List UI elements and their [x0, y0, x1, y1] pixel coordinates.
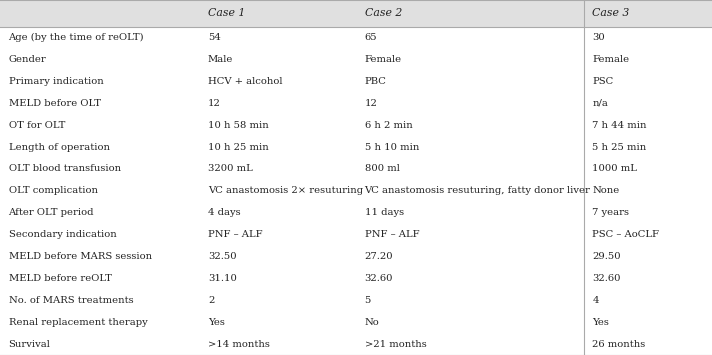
Text: 12: 12	[208, 99, 221, 108]
Bar	[0, 0, 712, 27]
Text: Yes: Yes	[592, 318, 609, 327]
Text: OLT complication: OLT complication	[9, 186, 98, 195]
Text: 29.50: 29.50	[592, 252, 621, 261]
Text: Length of operation: Length of operation	[9, 142, 110, 152]
Text: Age (by the time of reOLT): Age (by the time of reOLT)	[9, 33, 144, 42]
Text: After OLT period: After OLT period	[9, 208, 94, 217]
Text: Case 3: Case 3	[592, 8, 629, 18]
Text: 5 h 10 min: 5 h 10 min	[365, 142, 419, 152]
Text: 4 days: 4 days	[208, 208, 241, 217]
Text: PNF – ALF: PNF – ALF	[208, 230, 263, 239]
Text: 32.60: 32.60	[592, 274, 621, 283]
Text: 6 h 2 min: 6 h 2 min	[365, 121, 412, 130]
Text: OT for OLT: OT for OLT	[9, 121, 65, 130]
Text: Survival: Survival	[9, 339, 51, 349]
Text: 2: 2	[208, 296, 214, 305]
Text: VC anastomosis resuturing, fatty donor liver: VC anastomosis resuturing, fatty donor l…	[365, 186, 590, 195]
Text: n/a: n/a	[592, 99, 608, 108]
Text: 31.10: 31.10	[208, 274, 237, 283]
Text: 32.50: 32.50	[208, 252, 236, 261]
Text: 3200 mL: 3200 mL	[208, 164, 253, 174]
Text: PBC: PBC	[365, 77, 387, 86]
Text: 5 h 25 min: 5 h 25 min	[592, 142, 646, 152]
Text: MELD before OLT: MELD before OLT	[9, 99, 100, 108]
Text: No: No	[365, 318, 379, 327]
Text: PNF – ALF: PNF – ALF	[365, 230, 419, 239]
Text: Yes: Yes	[208, 318, 225, 327]
Text: 27.20: 27.20	[365, 252, 393, 261]
Text: Primary indication: Primary indication	[9, 77, 103, 86]
Text: 7 years: 7 years	[592, 208, 629, 217]
Text: No. of MARS treatments: No. of MARS treatments	[9, 296, 133, 305]
Text: 800 ml: 800 ml	[365, 164, 399, 174]
Text: >21 months: >21 months	[365, 339, 426, 349]
Text: Female: Female	[365, 55, 402, 64]
Text: 54: 54	[208, 33, 221, 42]
Text: 32.60: 32.60	[365, 274, 393, 283]
Text: Case 2: Case 2	[365, 8, 402, 18]
Text: 30: 30	[592, 33, 605, 42]
Text: 5: 5	[365, 296, 371, 305]
Text: 10 h 25 min: 10 h 25 min	[208, 142, 268, 152]
Text: Renal replacement therapy: Renal replacement therapy	[9, 318, 147, 327]
Text: VC anastomosis 2× resuturing: VC anastomosis 2× resuturing	[208, 186, 363, 195]
Text: OLT blood transfusion: OLT blood transfusion	[9, 164, 120, 174]
Text: None: None	[592, 186, 619, 195]
Text: Case 1: Case 1	[208, 8, 245, 18]
Text: >14 months: >14 months	[208, 339, 270, 349]
Text: Female: Female	[592, 55, 629, 64]
Text: HCV + alcohol: HCV + alcohol	[208, 77, 283, 86]
Text: 11 days: 11 days	[365, 208, 404, 217]
Text: Secondary indication: Secondary indication	[9, 230, 116, 239]
Text: MELD before reOLT: MELD before reOLT	[9, 274, 111, 283]
Text: 7 h 44 min: 7 h 44 min	[592, 121, 647, 130]
Text: 10 h 58 min: 10 h 58 min	[208, 121, 268, 130]
Text: 4: 4	[592, 296, 599, 305]
Text: Gender: Gender	[9, 55, 46, 64]
Text: 65: 65	[365, 33, 377, 42]
Text: MELD before MARS session: MELD before MARS session	[9, 252, 152, 261]
Text: PSC: PSC	[592, 77, 614, 86]
Text: 26 months: 26 months	[592, 339, 646, 349]
Text: PSC – AoCLF: PSC – AoCLF	[592, 230, 659, 239]
Text: 1000 mL: 1000 mL	[592, 164, 637, 174]
Text: Male: Male	[208, 55, 234, 64]
Text: 12: 12	[365, 99, 377, 108]
